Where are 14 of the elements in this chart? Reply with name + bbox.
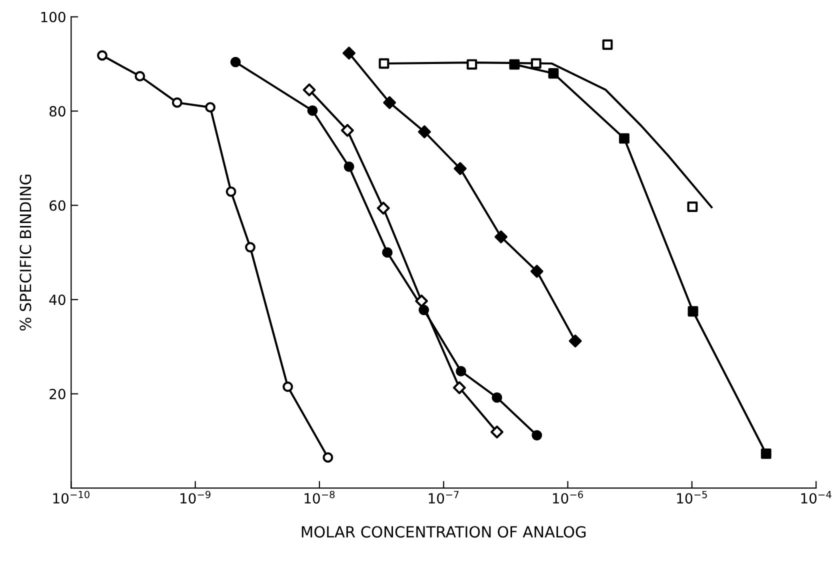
y-axis-title: % SPECIFIC BINDING <box>20 174 32 331</box>
y-tick-label: 100 <box>41 12 66 22</box>
x-tick-label: 10$^{−10}$ <box>53 490 90 504</box>
x-tick-label: 10$^{−5}$ <box>677 490 707 504</box>
y-tick-label: 60 <box>50 200 66 211</box>
y-tick-label: 40 <box>49 294 66 306</box>
x-tick-label: 10$^{−4}$ <box>801 490 832 504</box>
y-tick-label: 80 <box>50 106 66 117</box>
y-tick-label: 20 <box>50 388 66 400</box>
x-axis-title: MOLAR CONCENTRATION OF ANALOG <box>302 526 586 538</box>
x-tick-label: 10$^{−6}$ <box>552 490 583 504</box>
x-tick-label: 10$^{−9}$ <box>180 490 210 504</box>
x-tick-label: 10$^{−7}$ <box>428 490 459 504</box>
x-tick-label: 10$^{−8}$ <box>304 490 335 504</box>
